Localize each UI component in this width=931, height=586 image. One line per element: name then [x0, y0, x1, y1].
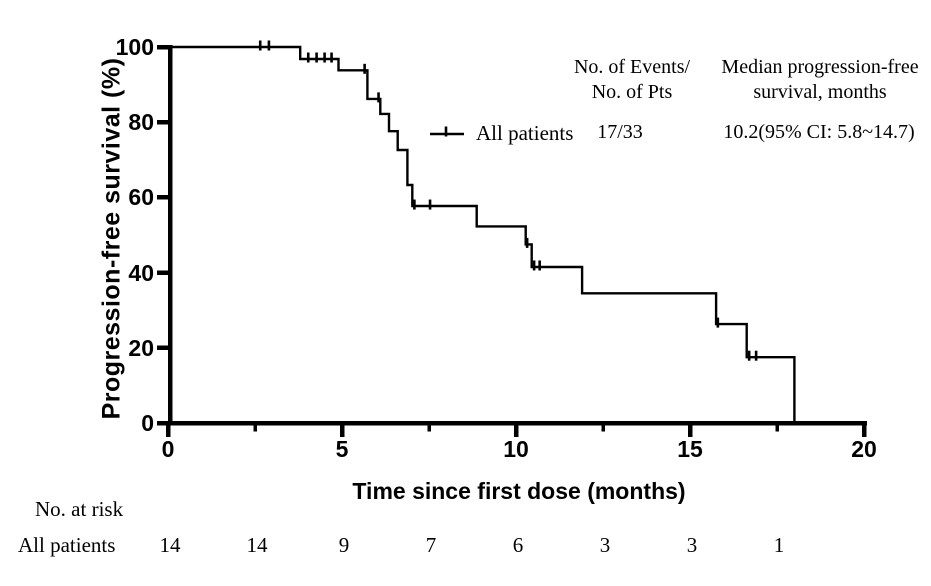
risk-value-t12.5: 3 [599, 533, 611, 557]
risk-table-title: No. at risk [35, 497, 124, 521]
x-tick-label-20: 20 [851, 436, 877, 462]
y-tick-label-100: 100 [115, 34, 154, 60]
risk-value-t15: 3 [686, 533, 698, 557]
y-tick-label-20: 20 [128, 334, 154, 361]
y-tick-label-0: 0 [141, 410, 154, 436]
risk-value-t7.5: 7 [425, 533, 437, 557]
y-tick-label-40: 40 [128, 259, 154, 286]
legend-events-value: 17/33 [597, 121, 643, 143]
risk-row-label: All patients [18, 533, 116, 557]
x-tick-label-0: 0 [161, 436, 175, 462]
legend-header-median-line2: survival, months [753, 81, 887, 103]
legend-median-value: 10.2(95% CI: 5.8~14.7) [723, 121, 915, 143]
legend-header-events-line1: No. of Events/ [573, 56, 691, 78]
km-curve-all-patients [168, 45, 796, 423]
y-tick-label-60: 60 [128, 184, 154, 211]
x-tick-label-15: 15 [677, 436, 703, 462]
y-tick-label-80: 80 [128, 109, 154, 136]
legend-header-median-line1: Median progression-free [721, 56, 919, 78]
x-axis-title: Time since first dose (months) [352, 478, 686, 504]
risk-value-t5: 9 [338, 533, 350, 557]
x-tick-label-5: 5 [335, 436, 349, 462]
y-axis-title: Progression-free survival (%) [97, 57, 126, 420]
risk-value-t2.5: 14 [246, 533, 268, 557]
legend-header-events-line2: No. of Pts [591, 81, 673, 103]
legend-series-label: All patients [476, 121, 574, 145]
x-tick-label-10: 10 [503, 436, 529, 462]
risk-value-t10: 6 [512, 533, 524, 557]
risk-value-t0: 14 [159, 533, 181, 557]
risk-value-t17.5: 1 [773, 533, 785, 557]
